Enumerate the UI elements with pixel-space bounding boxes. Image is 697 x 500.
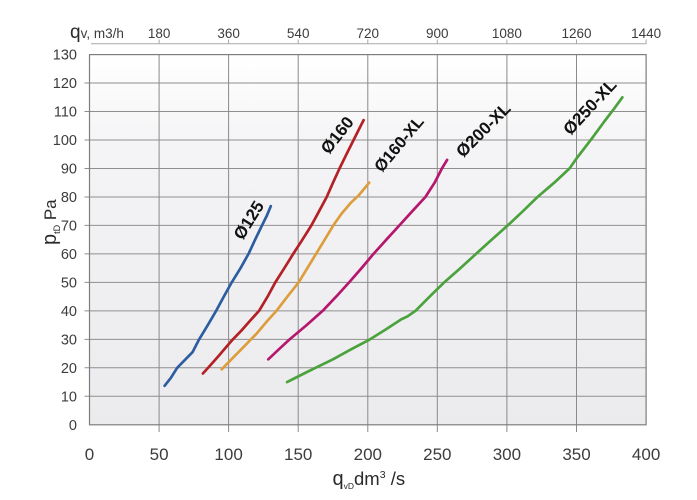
svg-text:100: 100 xyxy=(214,445,242,464)
svg-text:qvDdm3 /s: qvDdm3 /s xyxy=(333,468,406,491)
svg-text:qv, m3/h: qv, m3/h xyxy=(70,22,124,43)
svg-text:180: 180 xyxy=(148,26,171,41)
svg-text:200: 200 xyxy=(354,445,382,464)
svg-text:70: 70 xyxy=(61,218,77,234)
svg-text:360: 360 xyxy=(217,26,240,41)
svg-text:110: 110 xyxy=(54,105,77,121)
svg-text:60: 60 xyxy=(61,247,77,263)
svg-text:40: 40 xyxy=(61,304,77,320)
svg-text:90: 90 xyxy=(61,162,77,178)
svg-text:150: 150 xyxy=(284,445,312,464)
svg-text:540: 540 xyxy=(287,26,310,41)
svg-text:10: 10 xyxy=(61,389,77,405)
svg-text:30: 30 xyxy=(61,332,77,348)
svg-text:1260: 1260 xyxy=(561,26,591,41)
svg-text:100: 100 xyxy=(53,133,77,149)
svg-text:20: 20 xyxy=(61,361,77,377)
svg-text:900: 900 xyxy=(426,26,449,41)
svg-text:1440: 1440 xyxy=(631,26,661,41)
svg-text:130: 130 xyxy=(53,48,77,64)
svg-text:120: 120 xyxy=(53,76,77,92)
svg-text:0: 0 xyxy=(69,418,77,434)
svg-text:1080: 1080 xyxy=(492,26,522,41)
svg-text:300: 300 xyxy=(493,445,521,464)
svg-text:50: 50 xyxy=(61,275,77,291)
svg-text:50: 50 xyxy=(150,445,169,464)
svg-text:250: 250 xyxy=(423,445,451,464)
svg-text:350: 350 xyxy=(562,445,590,464)
svg-text:ptD Pa: ptD Pa xyxy=(39,199,62,245)
svg-text:80: 80 xyxy=(61,190,77,206)
svg-text:0: 0 xyxy=(85,445,94,464)
svg-text:400: 400 xyxy=(632,445,660,464)
svg-text:720: 720 xyxy=(357,26,380,41)
